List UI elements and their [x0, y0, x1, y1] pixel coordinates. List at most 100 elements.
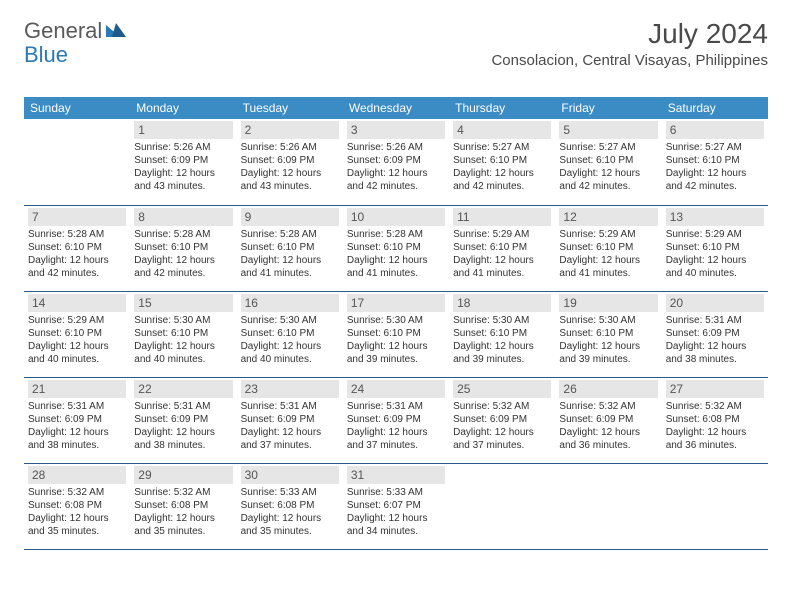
daylight1-text: Daylight: 12 hours	[134, 340, 232, 353]
daylight1-text: Daylight: 12 hours	[453, 426, 551, 439]
sunset-text: Sunset: 6:10 PM	[666, 241, 764, 254]
day-number: 19	[559, 294, 657, 312]
sunrise-text: Sunrise: 5:30 AM	[134, 314, 232, 327]
day-number: 1	[134, 121, 232, 139]
day-number: 4	[453, 121, 551, 139]
brand-subline: Blue	[24, 42, 68, 68]
daylight2-text: and 41 minutes.	[241, 267, 339, 280]
day-header: Thursday	[449, 97, 555, 119]
day-number: 14	[28, 294, 126, 312]
daylight1-text: Daylight: 12 hours	[453, 254, 551, 267]
day-number: 17	[347, 294, 445, 312]
calendar-cell: 16Sunrise: 5:30 AMSunset: 6:10 PMDayligh…	[237, 291, 343, 377]
day-number: 10	[347, 208, 445, 226]
day-number: 18	[453, 294, 551, 312]
daylight2-text: and 42 minutes.	[28, 267, 126, 280]
sunset-text: Sunset: 6:10 PM	[453, 327, 551, 340]
calendar-cell: 9Sunrise: 5:28 AMSunset: 6:10 PMDaylight…	[237, 205, 343, 291]
daylight1-text: Daylight: 12 hours	[347, 512, 445, 525]
daylight2-text: and 42 minutes.	[666, 180, 764, 193]
day-number: 13	[666, 208, 764, 226]
daylight2-text: and 35 minutes.	[241, 525, 339, 538]
sunrise-text: Sunrise: 5:27 AM	[559, 141, 657, 154]
sunrise-text: Sunrise: 5:31 AM	[28, 400, 126, 413]
day-number: 22	[134, 380, 232, 398]
daylight2-text: and 43 minutes.	[241, 180, 339, 193]
day-header: Tuesday	[237, 97, 343, 119]
sunrise-text: Sunrise: 5:32 AM	[28, 486, 126, 499]
sunrise-text: Sunrise: 5:27 AM	[666, 141, 764, 154]
daylight1-text: Daylight: 12 hours	[241, 512, 339, 525]
calendar-cell: 10Sunrise: 5:28 AMSunset: 6:10 PMDayligh…	[343, 205, 449, 291]
sunset-text: Sunset: 6:09 PM	[134, 413, 232, 426]
daylight1-text: Daylight: 12 hours	[28, 340, 126, 353]
sunset-text: Sunset: 6:09 PM	[134, 154, 232, 167]
sunset-text: Sunset: 6:08 PM	[134, 499, 232, 512]
daylight1-text: Daylight: 12 hours	[28, 254, 126, 267]
day-number: 23	[241, 380, 339, 398]
sunset-text: Sunset: 6:10 PM	[453, 154, 551, 167]
sunrise-text: Sunrise: 5:26 AM	[241, 141, 339, 154]
day-header: Monday	[130, 97, 236, 119]
day-number: 7	[28, 208, 126, 226]
daylight1-text: Daylight: 12 hours	[666, 340, 764, 353]
calendar-cell: 2Sunrise: 5:26 AMSunset: 6:09 PMDaylight…	[237, 119, 343, 205]
day-number: 11	[453, 208, 551, 226]
calendar-cell: 7Sunrise: 5:28 AMSunset: 6:10 PMDaylight…	[24, 205, 130, 291]
daylight2-text: and 39 minutes.	[559, 353, 657, 366]
sunrise-text: Sunrise: 5:32 AM	[134, 486, 232, 499]
sunrise-text: Sunrise: 5:31 AM	[666, 314, 764, 327]
daylight1-text: Daylight: 12 hours	[347, 426, 445, 439]
sunset-text: Sunset: 6:10 PM	[559, 241, 657, 254]
daylight1-text: Daylight: 12 hours	[453, 167, 551, 180]
daylight2-text: and 43 minutes.	[134, 180, 232, 193]
calendar-row: 7Sunrise: 5:28 AMSunset: 6:10 PMDaylight…	[24, 205, 768, 291]
day-number: 20	[666, 294, 764, 312]
calendar-cell: 21Sunrise: 5:31 AMSunset: 6:09 PMDayligh…	[24, 377, 130, 463]
calendar-cell: 11Sunrise: 5:29 AMSunset: 6:10 PMDayligh…	[449, 205, 555, 291]
daylight1-text: Daylight: 12 hours	[347, 167, 445, 180]
daylight2-text: and 40 minutes.	[241, 353, 339, 366]
daylight1-text: Daylight: 12 hours	[347, 340, 445, 353]
day-number: 31	[347, 466, 445, 484]
sunrise-text: Sunrise: 5:31 AM	[347, 400, 445, 413]
sunset-text: Sunset: 6:09 PM	[453, 413, 551, 426]
calendar-cell: 18Sunrise: 5:30 AMSunset: 6:10 PMDayligh…	[449, 291, 555, 377]
sunset-text: Sunset: 6:10 PM	[347, 241, 445, 254]
sunset-text: Sunset: 6:09 PM	[347, 413, 445, 426]
daylight1-text: Daylight: 12 hours	[241, 254, 339, 267]
empty-cell	[24, 119, 130, 205]
sunset-text: Sunset: 6:10 PM	[134, 327, 232, 340]
brand-name-part1: General	[24, 18, 102, 44]
sunset-text: Sunset: 6:10 PM	[666, 154, 764, 167]
sunrise-text: Sunrise: 5:29 AM	[28, 314, 126, 327]
daylight1-text: Daylight: 12 hours	[134, 426, 232, 439]
calendar-cell: 26Sunrise: 5:32 AMSunset: 6:09 PMDayligh…	[555, 377, 661, 463]
brand-triangle-icon	[106, 21, 126, 42]
daylight2-text: and 37 minutes.	[347, 439, 445, 452]
daylight2-text: and 35 minutes.	[28, 525, 126, 538]
daylight2-text: and 40 minutes.	[666, 267, 764, 280]
sunrise-text: Sunrise: 5:30 AM	[241, 314, 339, 327]
sunrise-text: Sunrise: 5:32 AM	[453, 400, 551, 413]
day-number: 15	[134, 294, 232, 312]
calendar-cell: 12Sunrise: 5:29 AMSunset: 6:10 PMDayligh…	[555, 205, 661, 291]
day-number: 26	[559, 380, 657, 398]
sunset-text: Sunset: 6:10 PM	[134, 241, 232, 254]
sunrise-text: Sunrise: 5:31 AM	[134, 400, 232, 413]
daylight2-text: and 38 minutes.	[28, 439, 126, 452]
sunrise-text: Sunrise: 5:31 AM	[241, 400, 339, 413]
daylight1-text: Daylight: 12 hours	[453, 340, 551, 353]
calendar-row: 28Sunrise: 5:32 AMSunset: 6:08 PMDayligh…	[24, 463, 768, 549]
sunrise-text: Sunrise: 5:26 AM	[134, 141, 232, 154]
calendar-cell: 17Sunrise: 5:30 AMSunset: 6:10 PMDayligh…	[343, 291, 449, 377]
day-number: 2	[241, 121, 339, 139]
daylight2-text: and 42 minutes.	[347, 180, 445, 193]
calendar-cell: 22 Sunrise: 5:31 AMSunset: 6:09 PMDayligh…	[130, 377, 236, 463]
empty-cell	[449, 463, 555, 549]
sunset-text: Sunset: 6:10 PM	[559, 327, 657, 340]
daylight1-text: Daylight: 12 hours	[134, 167, 232, 180]
sunrise-text: Sunrise: 5:29 AM	[559, 228, 657, 241]
calendar-cell: 1 Sunrise: 5:26 AMSunset: 6:09 PMDaylight…	[130, 119, 236, 205]
day-number: 9	[241, 208, 339, 226]
